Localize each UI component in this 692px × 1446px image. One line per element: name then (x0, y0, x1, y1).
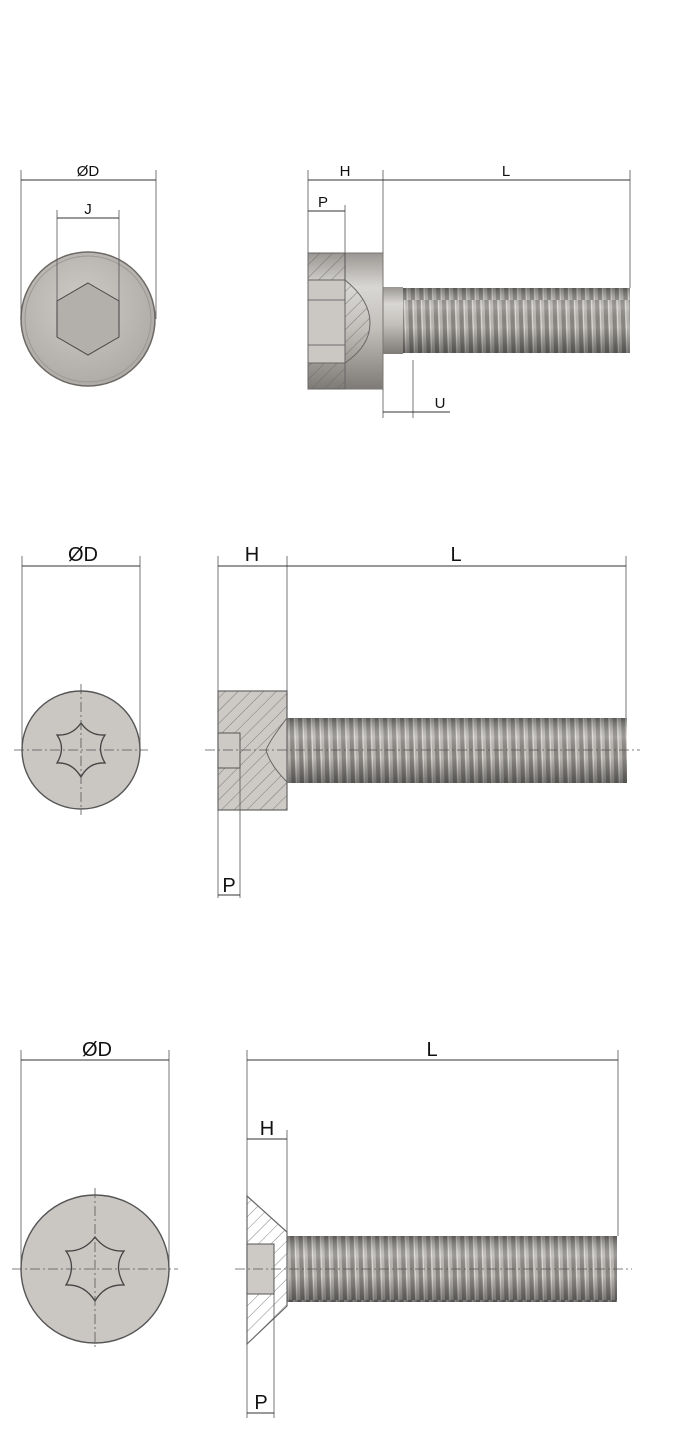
label-undercut: U (435, 395, 446, 412)
socket-cavity (307, 279, 346, 364)
front-view-head: ØD J (20, 163, 157, 387)
label-height: H (340, 163, 351, 180)
label-depth: P (222, 875, 235, 897)
label-diameter: ØD (82, 1039, 112, 1061)
diagram-socket-cap: ØD J H L (20, 163, 631, 418)
front-view-head: ØD (12, 1039, 178, 1350)
label-depth: P (254, 1392, 267, 1414)
label-height: H (245, 544, 259, 566)
side-view-bolt: L H P (235, 1039, 632, 1418)
front-view-head: ØD (14, 544, 148, 815)
label-length: L (502, 163, 510, 180)
side-view-bolt: H L P U (307, 163, 631, 418)
diagram-torx-cap: ØD H L P (14, 544, 640, 898)
drive-recess (217, 732, 241, 769)
neck (383, 287, 403, 354)
label-height: H (260, 1118, 274, 1140)
side-view-bolt: H L P (205, 544, 640, 898)
label-length: L (450, 544, 461, 566)
diagram-torx-countersunk: ØD L H P (12, 1039, 632, 1418)
label-diameter: ØD (77, 163, 100, 180)
label-drive-size: J (84, 201, 92, 218)
label-length: L (426, 1039, 437, 1061)
label-depth: P (318, 194, 328, 211)
label-diameter: ØD (68, 544, 98, 566)
